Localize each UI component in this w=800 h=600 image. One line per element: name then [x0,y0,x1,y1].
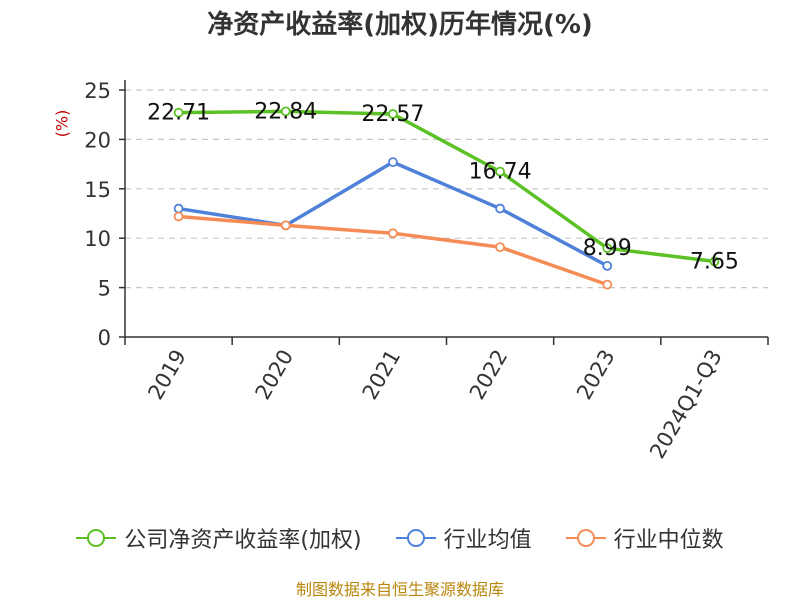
chart-legend: 公司净资产收益率(加权) 行业均值 行业中位数 [0,518,800,558]
data-source-note: 制图数据来自恒生聚源数据库 [295,580,504,599]
legend-item-company-roe[interactable]: 公司净资产收益率(加权) [76,522,362,554]
legend-line-marker-icon [76,529,117,547]
data-point-1 [388,157,398,168]
y-tick-label: 15 [84,178,111,202]
data-label: 22.84 [254,99,317,124]
legend-item-industry-median[interactable]: 行业中位数 [565,522,724,554]
x-tick-label: 2024Q1-Q3 [645,346,727,463]
data-label: 22.57 [361,102,424,127]
data-point-1 [495,203,505,214]
legend-swatch-circle [87,529,106,547]
data-point-0 [709,256,720,267]
y-tick-label: 10 [84,227,111,251]
data-point-2 [388,228,398,239]
data-point-1 [602,260,613,271]
series-line-2 [178,214,608,287]
x-tick-label: 2020 [251,346,299,404]
data-point-0 [388,109,398,119]
legend-swatch-circle [406,529,425,547]
data-label: 7.65 [690,249,739,274]
data-point-2 [495,242,505,252]
data-point-0 [602,243,613,254]
data-label: 8.99 [583,236,632,261]
data-point-0 [280,106,291,117]
x-tick-label: 2019 [143,346,191,404]
y-tick-label: 5 [98,277,111,301]
data-point-2 [602,279,613,290]
data-point-0 [495,166,505,177]
legend-item-industry-average[interactable]: 行业均值 [395,522,532,554]
legend-label-company-roe: 公司净资产收益率(加权) [124,528,362,553]
data-label: 22.71 [147,101,210,126]
series-line-0 [178,109,715,264]
y-tick-label: 20 [84,128,111,152]
data-point-0 [173,107,184,118]
legend-line-marker-icon [395,529,436,547]
legend-label-industry-median: 行业中位数 [613,528,724,553]
data-point-2 [280,220,291,231]
legend-label-industry-average: 行业均值 [443,528,532,553]
chart-title: 净资产收益率(加权)历年情况(%) [207,10,593,40]
y-tick-label: 25 [84,79,111,103]
legend-swatch-circle [576,529,595,547]
x-tick-label: 2023 [572,346,620,404]
data-label: 16.74 [469,160,532,185]
line-chart: 0 5 10 15 20 25 2019 2020 2021 2022 2023 2024Q1-Q3 2… [84,79,769,463]
x-tick-label: 2022 [465,346,513,404]
y-tick-label: 0 [98,326,111,350]
legend-line-marker-icon [565,529,606,547]
data-point-1 [173,203,184,214]
series-line-1 [178,160,609,268]
data-point-2 [173,211,184,222]
x-tick-label: 2021 [358,346,406,404]
